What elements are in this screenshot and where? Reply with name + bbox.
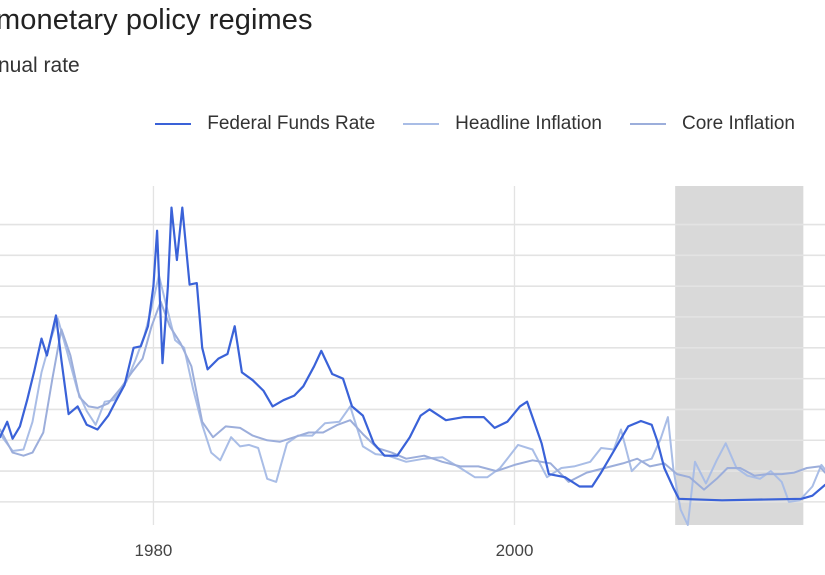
series-line-core-inflation	[0, 300, 825, 491]
legend-label-core-inflation: Core Inflation	[681, 113, 795, 134]
chart-title: monetary policy regimes	[0, 4, 313, 36]
legend: Federal Funds Rate Headline Inflation Co…	[155, 113, 795, 135]
legend-key-core-inflation	[629, 123, 666, 125]
x-tick-label-1980: 1980	[135, 541, 173, 560]
legend-label-headline-inflation: Headline Inflation	[455, 113, 602, 134]
x-tick-label-2000: 2000	[496, 541, 534, 560]
legend-item-core-inflation: Core Inflation	[629, 113, 795, 135]
chart-subtitle: nual rate	[0, 54, 80, 77]
series-line-federal-funds-rate	[0, 206, 825, 502]
legend-label-federal-funds-rate: Federal Funds Rate	[207, 113, 376, 134]
legend-key-federal-funds-rate	[155, 123, 192, 125]
legend-item-headline-inflation: Headline Inflation	[403, 113, 602, 135]
legend-item-federal-funds-rate: Federal Funds Rate	[155, 113, 375, 135]
legend-key-headline-inflation	[403, 123, 440, 125]
